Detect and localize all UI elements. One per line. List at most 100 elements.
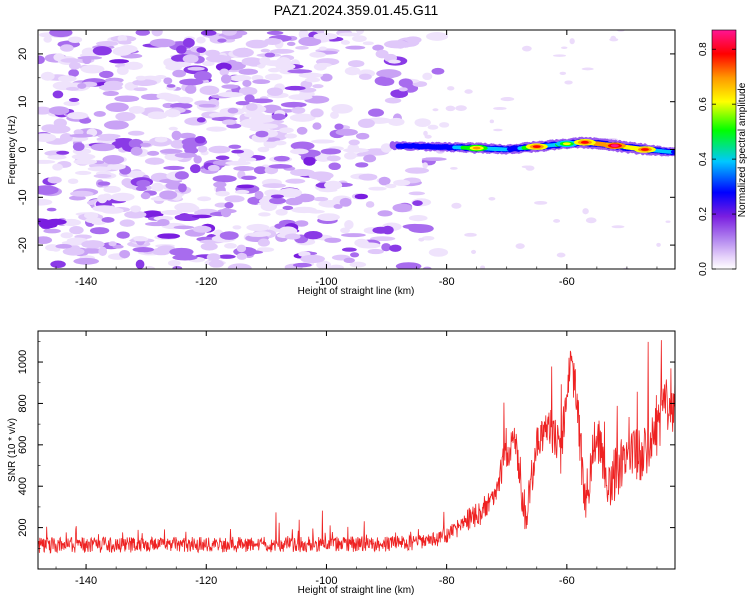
- heat-cell: [252, 79, 271, 85]
- colorbar-ticks: 0.0 0.2 0.4 0.6 0.8: [698, 42, 736, 276]
- heat-cell: [135, 75, 147, 81]
- heat-cell: [164, 109, 181, 118]
- heat-cell: [130, 146, 143, 156]
- heat-cell: [227, 263, 252, 269]
- heat-cell: [184, 147, 199, 154]
- heat-cell: [217, 91, 244, 98]
- heat-cell: [370, 236, 396, 242]
- heat-cell: [489, 119, 495, 124]
- heat-cell: [380, 143, 393, 153]
- heat-cell: [363, 154, 377, 163]
- heat-cell: [93, 173, 112, 179]
- heat-cell: [132, 79, 158, 87]
- heat-cell: [187, 66, 205, 71]
- heat-cell: [52, 90, 64, 99]
- heat-cell: [165, 63, 183, 71]
- heat-cell: [68, 97, 80, 103]
- heat-cell: [390, 89, 409, 99]
- heat-cell: [255, 123, 279, 129]
- heat-cell: [384, 97, 402, 104]
- heat-cell: [338, 32, 361, 37]
- colorbar-gradient: [712, 30, 736, 269]
- heat-cell: [130, 205, 142, 213]
- heat-cell: [266, 30, 284, 35]
- heat-cell: [422, 162, 428, 169]
- y-tick-label: -20: [17, 237, 29, 253]
- heat-cell: [236, 184, 255, 189]
- heat-cell: [69, 225, 84, 235]
- heat-cell: [357, 118, 375, 128]
- heat-cell: [521, 45, 532, 52]
- heat-cell: [73, 159, 98, 165]
- heat-cell: [112, 244, 124, 249]
- heat-cell: [257, 146, 270, 153]
- heat-cell: [205, 49, 220, 57]
- heat-cell: [202, 60, 215, 67]
- heat-cell: [61, 218, 82, 227]
- heat-cell: [372, 44, 384, 51]
- heat-cell: [68, 61, 81, 70]
- heat-cell: [427, 124, 439, 130]
- heat-cell: [50, 260, 66, 269]
- heat-cell: [179, 78, 204, 86]
- heat-cell: [52, 163, 63, 171]
- heat-cell: [45, 124, 71, 134]
- heat-cell: [247, 232, 269, 237]
- x-tick-label: -100: [315, 575, 337, 587]
- heat-cell: [110, 192, 135, 202]
- heat-cell: [276, 57, 291, 67]
- heat-cell: [258, 212, 271, 217]
- heat-cell: [451, 202, 462, 209]
- heat-cell: [135, 186, 147, 192]
- heat-cell: [236, 244, 247, 253]
- heat-cell: [97, 194, 108, 204]
- heat-cell: [268, 164, 293, 169]
- heat-cell: [285, 178, 306, 184]
- heat-cell: [79, 117, 92, 124]
- heat-cell: [268, 67, 281, 73]
- heat-cell: [253, 166, 268, 175]
- heat-cell: [156, 92, 174, 100]
- x-tick-label: -100: [315, 276, 337, 288]
- heat-cell: [282, 205, 294, 211]
- heat-cell: [347, 60, 365, 68]
- heat-cell: [38, 198, 53, 206]
- colorbar-tick-label: 0.2: [698, 207, 709, 221]
- heat-cell: [300, 80, 313, 89]
- heat-cell: [119, 219, 135, 227]
- heat-cell: [335, 128, 358, 136]
- heat-cell: [561, 46, 568, 49]
- heat-cell: [315, 62, 332, 68]
- heat-cell: [414, 118, 431, 127]
- heat-cell: [135, 30, 151, 36]
- heat-cell: [339, 197, 352, 207]
- heat-cell: [60, 232, 73, 239]
- heat-cell: [355, 162, 369, 168]
- heat-cell: [313, 32, 338, 40]
- heat-cell: [273, 140, 287, 146]
- heat-cell: [431, 67, 445, 75]
- heat-cell: [395, 262, 422, 269]
- heat-cell: [398, 87, 408, 92]
- heat-cell: [295, 45, 309, 50]
- heat-cell: [231, 149, 245, 154]
- heat-cell: [553, 219, 561, 223]
- heat-cell: [284, 133, 297, 139]
- heat-cell: [43, 36, 52, 43]
- heat-cell: [39, 221, 58, 229]
- heat-cell: [116, 66, 129, 76]
- heat-cell: [121, 178, 133, 187]
- heat-cell: [135, 259, 145, 269]
- heat-cell: [254, 190, 264, 200]
- heat-cell: [246, 223, 270, 232]
- heat-cell: [166, 84, 176, 88]
- heat-cell: [77, 56, 103, 60]
- heat-cell: [305, 77, 321, 83]
- heat-cell: [376, 77, 395, 86]
- heat-cell: [197, 196, 212, 202]
- colorbar-frame: [711, 29, 737, 270]
- heat-cell: [108, 241, 117, 247]
- heat-cell: [239, 86, 258, 96]
- snr-series-line: [38, 340, 675, 554]
- heat-cell: [464, 89, 473, 94]
